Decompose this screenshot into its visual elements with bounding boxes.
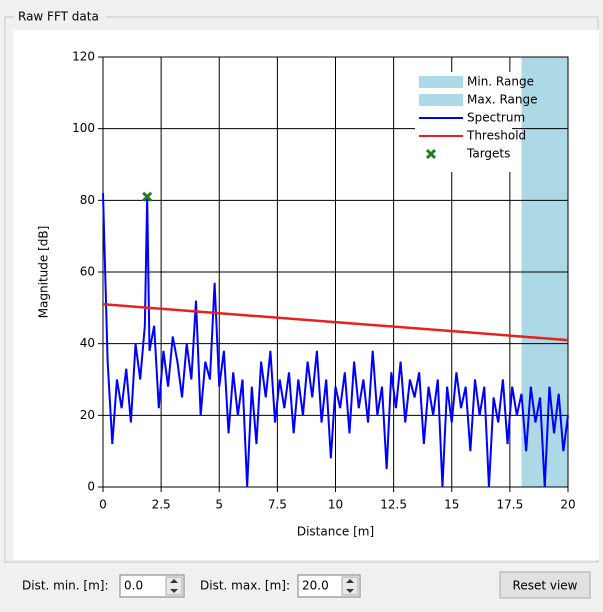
dist-max-label: Dist. max. [m]:	[200, 579, 290, 593]
dist-max-value: 20.0	[302, 579, 329, 593]
dist-min-value: 0.0	[124, 579, 143, 593]
plot-border	[102, 56, 569, 488]
group-title: Raw FFT data	[18, 10, 99, 24]
dist-min-label: Dist. min. [m]:	[22, 579, 109, 593]
y-tick-label: 40	[80, 336, 95, 350]
legend-swatch	[419, 76, 463, 88]
series-line	[102, 303, 569, 342]
dist-max-spinner[interactable]	[341, 576, 359, 596]
x-tick-label: 20	[560, 498, 575, 512]
y-tick-label: 100	[72, 121, 95, 135]
x-tick-label: 5	[215, 498, 223, 512]
target-marker	[425, 148, 437, 160]
y-tick-label: 0	[87, 480, 95, 494]
reset-button[interactable]	[499, 571, 591, 599]
legend-label: Spectrum	[467, 111, 525, 125]
y-tick-label: 120	[72, 50, 95, 64]
y-tick-label: 80	[80, 193, 95, 207]
x-tick-label: 7.5	[268, 498, 287, 512]
x-tick-label: 2.5	[152, 498, 171, 512]
spinner-arrows	[170, 579, 178, 593]
target-marker	[142, 191, 153, 202]
x-tick-label: 15	[444, 498, 459, 512]
x-axis-label: Distance [m]	[297, 525, 374, 539]
reset-button-label: Reset view	[513, 579, 578, 593]
y-axis-label: Magnitude [dB]	[37, 226, 51, 319]
x-tick-label: 0	[99, 498, 107, 512]
y-tick-label: 60	[80, 265, 95, 279]
legend-swatch	[419, 94, 463, 106]
series-line	[102, 193, 569, 488]
x-tick-label: 17.5	[497, 498, 524, 512]
legend-label: Targets	[466, 147, 510, 161]
x-tick-label: 10	[328, 498, 343, 512]
legend-label: Threshold	[466, 129, 526, 143]
chart: 0 20 40 60 80 100 120 0 2.5 5 7.5 10 12.5 15 17.5 20 Dis…	[37, 50, 576, 539]
x-tick-label: 12.5	[380, 498, 407, 512]
legend-label: Min. Range	[467, 75, 534, 89]
dist-min-spinner[interactable]	[165, 576, 183, 596]
legend-label: Max. Range	[467, 93, 537, 107]
spinner-arrows	[346, 579, 354, 593]
group-title-bg	[14, 8, 106, 24]
y-tick-label: 20	[80, 408, 95, 422]
